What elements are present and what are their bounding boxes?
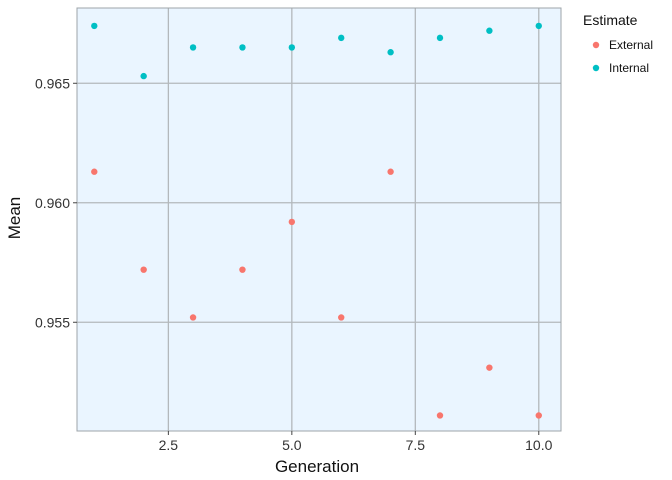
data-point-external	[288, 218, 296, 226]
x-tick-label: 2.5	[159, 437, 179, 453]
x-tick-label: 10.0	[525, 437, 552, 453]
legend-key-external	[592, 41, 600, 49]
data-point-internal	[189, 44, 197, 51]
legend-label-internal: Internal	[609, 61, 649, 75]
data-point-external	[535, 412, 542, 419]
legend: Estimate External Internal	[583, 12, 653, 75]
data-point-external	[387, 168, 394, 175]
y-tick-label: 0.965	[35, 75, 70, 91]
data-point-internal	[387, 49, 394, 56]
data-point-internal	[288, 44, 296, 51]
data-point-internal	[486, 27, 493, 34]
x-tick-label: 7.5	[406, 437, 426, 453]
y-tick-label: 0.960	[35, 195, 70, 211]
data-point-internal	[239, 44, 246, 51]
data-points	[91, 22, 542, 419]
y-tick-label: 0.955	[35, 314, 70, 330]
data-point-internal	[140, 72, 147, 80]
data-point-internal	[535, 22, 542, 30]
data-point-external	[338, 314, 345, 321]
plot-panel-border	[76, 7, 562, 432]
data-point-internal	[91, 22, 98, 30]
legend-title: Estimate	[583, 12, 638, 28]
legend-key-internal	[592, 64, 600, 72]
plot-panel	[77, 8, 561, 431]
x-axis-title: Generation	[275, 457, 359, 476]
data-point-internal	[338, 34, 345, 42]
data-point-external	[436, 412, 444, 419]
data-point-external	[91, 168, 98, 175]
data-point-external	[189, 314, 197, 321]
data-point-external	[140, 266, 147, 273]
data-point-internal	[436, 34, 444, 42]
legend-label-external: External	[609, 38, 653, 52]
y-axis-title: Mean	[5, 197, 24, 240]
axis-ticks: 2.5 5.0 7.5 10.0 0.955 0.960 0.965	[35, 75, 553, 453]
x-tick-label: 5.0	[282, 437, 302, 453]
data-point-external	[239, 266, 246, 273]
data-point-external	[486, 364, 493, 371]
